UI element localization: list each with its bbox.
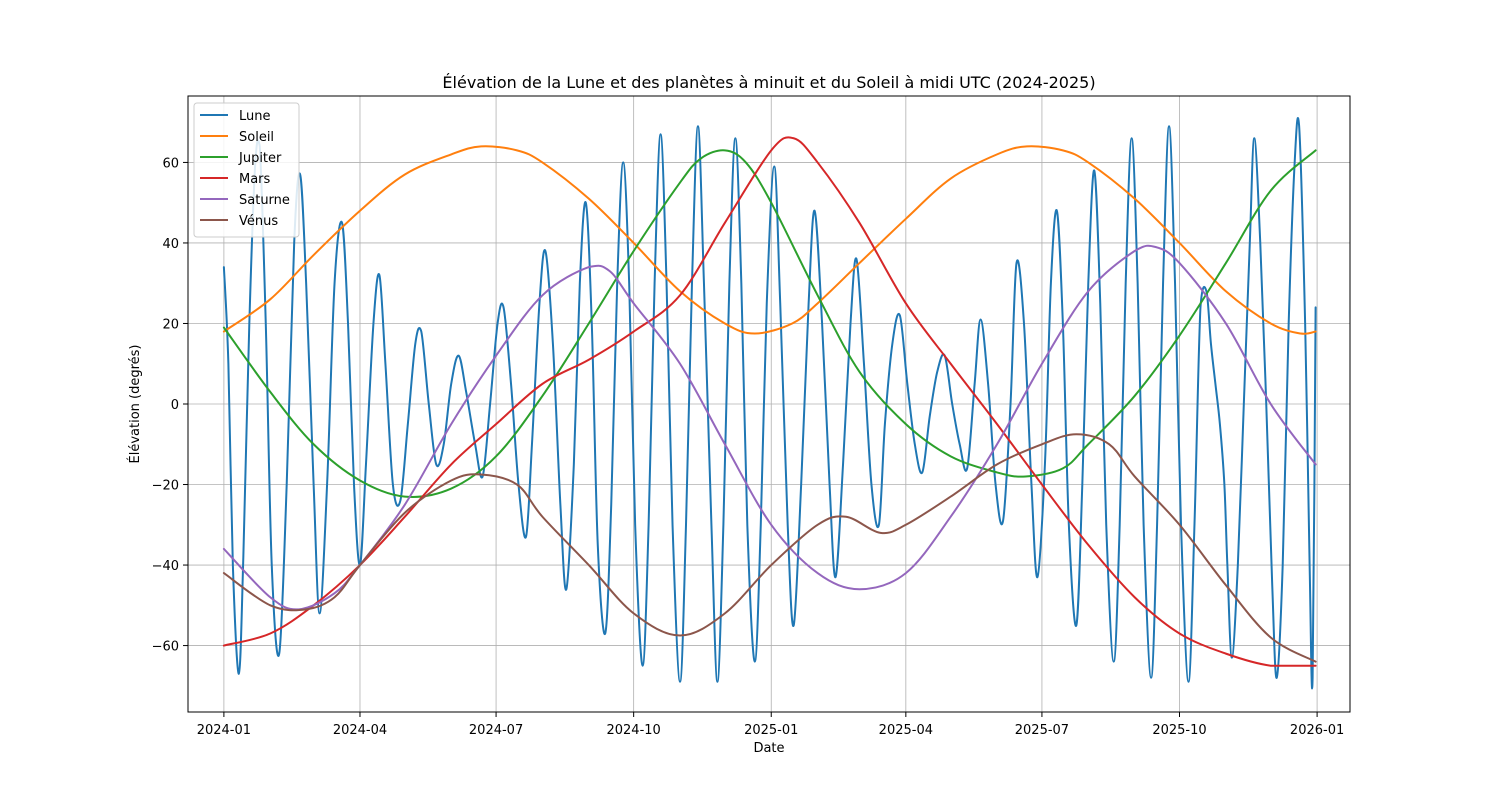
- series-line-jupiter: [222, 149, 1317, 498]
- legend-label-jupiter: Jupiter: [238, 151, 282, 166]
- x-tick-label: 2024-04: [333, 723, 387, 738]
- legend-label-lune: Lune: [239, 109, 271, 124]
- x-axis-ticks: 2024-01 2024-04 2024-07 2024-10 2025-01 2025-…: [197, 712, 1344, 738]
- legend-label-mars: Mars: [239, 172, 271, 187]
- y-axis-ticks: −60 −40 −20 0 20 40 60: [152, 156, 188, 655]
- series-line-soleil: [222, 145, 1317, 335]
- series-line-venus: [222, 433, 1317, 663]
- x-tick-label: 2024-07: [469, 723, 523, 738]
- y-tick-label: 0: [171, 398, 179, 413]
- legend-label-venus: Vénus: [239, 214, 278, 229]
- y-tick-label: −20: [152, 479, 179, 494]
- legend: Lune Soleil Jupiter Mars Saturne Vénus: [193, 102, 300, 238]
- y-axis-label: Élévation (degrés): [127, 345, 143, 464]
- series-line-mars: [222, 136, 1317, 667]
- series-line-saturne: [222, 244, 1317, 611]
- x-tick-label: 2025-04: [879, 723, 933, 738]
- chart-title: Élévation de la Lune et des planètes à m…: [442, 73, 1095, 92]
- series-line-lune: [222, 117, 1317, 690]
- y-tick-label: 60: [162, 156, 179, 171]
- x-tick-label: 2026-01: [1290, 723, 1344, 738]
- x-tick-label: 2024-01: [197, 723, 251, 738]
- x-tick-label: 2025-07: [1015, 723, 1069, 738]
- legend-label-saturne: Saturne: [239, 193, 290, 208]
- series-layer: [222, 117, 1317, 690]
- legend-label-soleil: Soleil: [239, 130, 274, 145]
- y-tick-label: 40: [162, 237, 179, 252]
- x-tick-label: 2024-10: [606, 723, 660, 738]
- y-tick-label: −60: [152, 640, 179, 655]
- x-tick-label: 2025-01: [744, 723, 798, 738]
- y-tick-label: −40: [152, 559, 179, 574]
- x-tick-label: 2025-10: [1152, 723, 1206, 738]
- x-axis-label: Date: [753, 741, 784, 756]
- y-tick-label: 20: [162, 317, 179, 332]
